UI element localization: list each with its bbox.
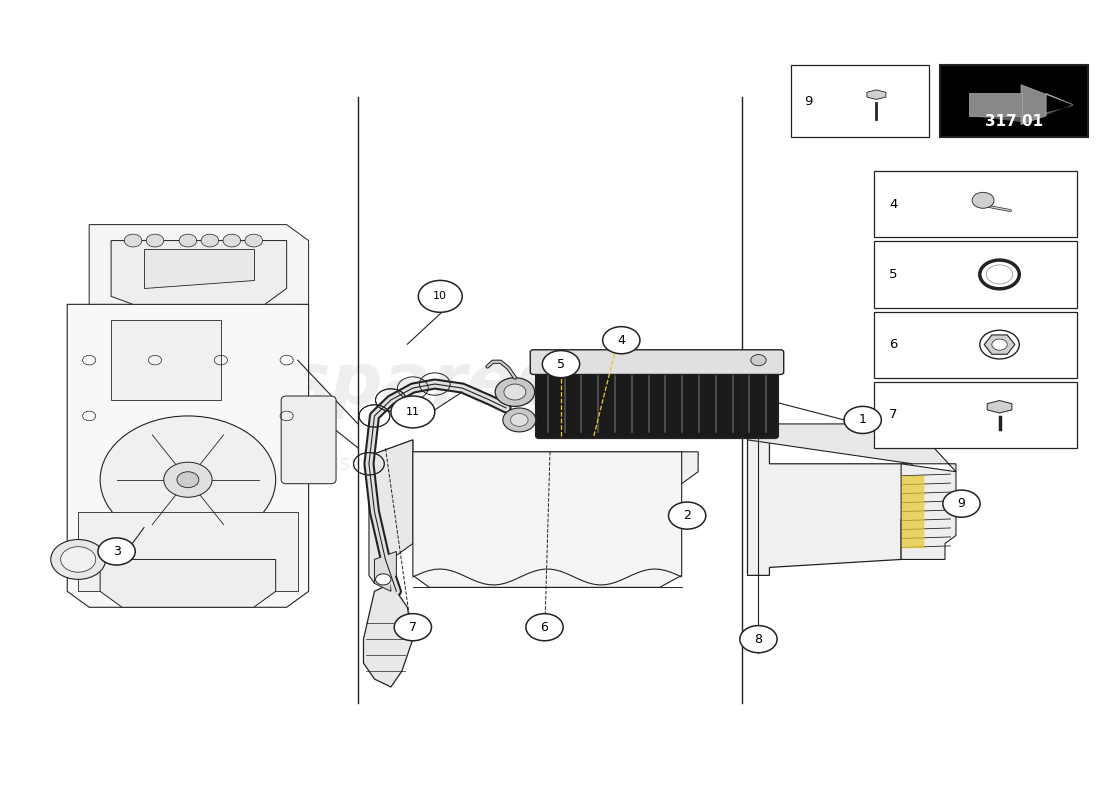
Circle shape bbox=[223, 234, 241, 247]
Circle shape bbox=[495, 378, 535, 406]
Circle shape bbox=[60, 546, 96, 572]
Circle shape bbox=[844, 406, 881, 434]
Polygon shape bbox=[902, 476, 923, 547]
Polygon shape bbox=[100, 559, 276, 607]
Circle shape bbox=[740, 626, 777, 653]
Circle shape bbox=[503, 408, 536, 432]
Circle shape bbox=[124, 234, 142, 247]
Polygon shape bbox=[748, 432, 912, 575]
Text: a passion for parts since 1985: a passion for parts since 1985 bbox=[283, 454, 597, 474]
Polygon shape bbox=[89, 225, 309, 320]
Circle shape bbox=[542, 350, 580, 378]
Text: 8: 8 bbox=[755, 633, 762, 646]
Circle shape bbox=[390, 396, 435, 428]
Polygon shape bbox=[867, 90, 886, 99]
Text: 2: 2 bbox=[683, 509, 691, 522]
Polygon shape bbox=[969, 105, 1072, 125]
Text: 4: 4 bbox=[889, 198, 898, 210]
FancyBboxPatch shape bbox=[939, 65, 1088, 137]
Polygon shape bbox=[1021, 85, 1072, 125]
FancyBboxPatch shape bbox=[873, 311, 1077, 378]
Circle shape bbox=[179, 234, 197, 247]
Polygon shape bbox=[412, 452, 682, 587]
Text: 9: 9 bbox=[957, 497, 966, 510]
Circle shape bbox=[146, 234, 164, 247]
Polygon shape bbox=[969, 94, 1023, 116]
Circle shape bbox=[751, 354, 767, 366]
FancyBboxPatch shape bbox=[791, 65, 928, 137]
Text: 5: 5 bbox=[557, 358, 565, 370]
Circle shape bbox=[603, 326, 640, 354]
Circle shape bbox=[201, 234, 219, 247]
Circle shape bbox=[669, 502, 706, 529]
FancyBboxPatch shape bbox=[873, 171, 1077, 238]
Text: 3: 3 bbox=[112, 545, 121, 558]
Text: 11: 11 bbox=[406, 407, 420, 417]
Text: 10: 10 bbox=[433, 291, 448, 302]
Circle shape bbox=[510, 414, 528, 426]
Circle shape bbox=[548, 354, 563, 366]
Polygon shape bbox=[111, 241, 287, 304]
FancyBboxPatch shape bbox=[282, 396, 336, 484]
FancyBboxPatch shape bbox=[873, 382, 1077, 448]
Text: eurospares: eurospares bbox=[102, 350, 559, 418]
Text: 317 01: 317 01 bbox=[984, 114, 1043, 129]
Text: 4: 4 bbox=[617, 334, 625, 346]
Text: 9: 9 bbox=[804, 94, 813, 107]
Circle shape bbox=[100, 416, 276, 543]
Polygon shape bbox=[748, 424, 956, 472]
Circle shape bbox=[98, 538, 135, 565]
FancyBboxPatch shape bbox=[536, 366, 778, 438]
Circle shape bbox=[394, 614, 431, 641]
Polygon shape bbox=[901, 464, 956, 559]
Polygon shape bbox=[78, 512, 298, 591]
Circle shape bbox=[177, 472, 199, 488]
Text: 6: 6 bbox=[540, 621, 549, 634]
Text: 5: 5 bbox=[889, 268, 898, 281]
Text: 7: 7 bbox=[409, 621, 417, 634]
Text: 7: 7 bbox=[889, 408, 898, 422]
Text: 6: 6 bbox=[889, 338, 898, 351]
Polygon shape bbox=[144, 249, 254, 288]
Circle shape bbox=[526, 614, 563, 641]
FancyBboxPatch shape bbox=[530, 350, 783, 374]
Polygon shape bbox=[374, 551, 396, 591]
Circle shape bbox=[245, 234, 263, 247]
Circle shape bbox=[51, 539, 106, 579]
Circle shape bbox=[992, 339, 1008, 350]
Circle shape bbox=[164, 462, 212, 498]
Text: 1: 1 bbox=[859, 414, 867, 426]
Polygon shape bbox=[368, 440, 698, 484]
Polygon shape bbox=[111, 320, 221, 400]
Circle shape bbox=[418, 281, 462, 312]
Polygon shape bbox=[368, 440, 412, 583]
Polygon shape bbox=[363, 583, 412, 687]
Circle shape bbox=[972, 192, 994, 208]
FancyBboxPatch shape bbox=[873, 242, 1077, 307]
Circle shape bbox=[375, 574, 390, 585]
Polygon shape bbox=[987, 401, 1012, 413]
Circle shape bbox=[504, 384, 526, 400]
Polygon shape bbox=[984, 335, 1015, 354]
Polygon shape bbox=[67, 304, 309, 607]
Circle shape bbox=[943, 490, 980, 517]
